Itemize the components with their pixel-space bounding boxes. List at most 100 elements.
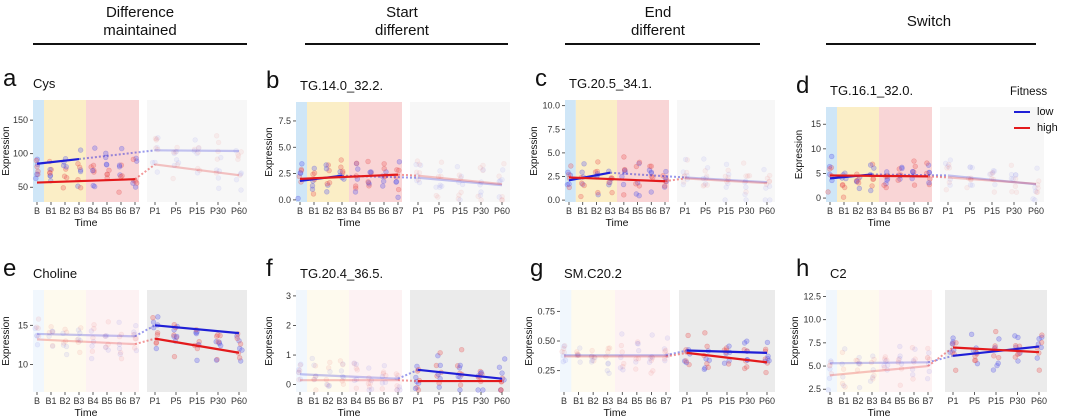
x-tick-label: B4	[880, 206, 891, 216]
y-tick-label: 0.75	[537, 306, 555, 316]
data-point-low	[63, 164, 69, 170]
data-point-high	[132, 336, 138, 342]
data-point-high	[435, 194, 441, 200]
data-point-high	[154, 136, 160, 142]
data-point-high	[235, 151, 241, 158]
data-point-low	[1012, 333, 1018, 339]
x-tick-label: P5	[433, 396, 444, 406]
data-point-high	[414, 384, 420, 391]
data-point-low	[1039, 334, 1045, 341]
data-point-low	[213, 357, 220, 363]
data-point-low	[413, 374, 419, 381]
data-point-low	[881, 362, 887, 369]
data-point-low	[1008, 175, 1015, 182]
data-point-high	[353, 160, 360, 166]
data-point-low	[340, 361, 346, 367]
data-point-high	[46, 329, 53, 336]
trend-line-left-low	[829, 361, 929, 365]
data-point-low	[605, 360, 611, 366]
data-point-high	[1012, 183, 1019, 190]
data-point-high	[681, 179, 687, 185]
data-point-low	[856, 185, 863, 192]
data-point-high	[912, 356, 918, 362]
x-tick-label: B	[827, 396, 833, 406]
x-axis-label: Time	[868, 407, 891, 416]
data-point-high	[911, 359, 917, 365]
data-point-high	[237, 341, 244, 347]
data-point-high	[155, 146, 161, 153]
data-point-low	[355, 166, 361, 172]
data-point-low	[926, 169, 933, 176]
data-point-high	[119, 173, 125, 179]
data-point-low	[635, 341, 641, 347]
data-point-high	[681, 173, 688, 179]
data-point-high	[365, 380, 372, 387]
data-point-high	[173, 334, 180, 341]
data-point-low	[649, 332, 655, 338]
data-point-low	[990, 367, 997, 373]
data-point-low	[743, 184, 749, 190]
data-point-low	[926, 180, 932, 186]
data-point-low	[213, 167, 220, 173]
data-point-high	[116, 189, 122, 195]
data-point-low	[130, 180, 136, 186]
trend-line-right-low	[154, 324, 240, 335]
data-point-high	[742, 365, 748, 372]
x-tick-label: B5	[894, 206, 905, 216]
data-point-low	[947, 176, 953, 183]
data-point-high	[595, 189, 601, 196]
data-point-high	[104, 171, 110, 178]
x-tick-label: B	[297, 206, 303, 216]
data-point-low	[134, 158, 140, 164]
data-point-low	[457, 197, 463, 203]
data-point-high	[591, 358, 597, 364]
phase-band-baseline	[560, 290, 572, 392]
data-point-low	[91, 183, 98, 190]
x-tick-label: P5	[170, 206, 181, 216]
data-point-high	[595, 159, 601, 165]
data-point-high	[48, 166, 54, 173]
data-point-high	[854, 357, 861, 364]
x-tick-label: B	[34, 396, 40, 406]
data-point-low	[154, 144, 160, 151]
data-point-low	[575, 352, 581, 358]
data-point-high	[1033, 189, 1040, 195]
data-point-low	[605, 361, 611, 367]
data-point-low	[995, 360, 1001, 366]
data-point-high	[395, 186, 402, 193]
data-point-low	[967, 164, 973, 170]
data-point-low	[994, 362, 1000, 369]
panel-letter: c	[535, 65, 547, 92]
data-point-low	[295, 195, 301, 202]
x-tick-label: B2	[59, 206, 70, 216]
data-point-low	[579, 169, 585, 175]
y-tick-label: 1	[286, 350, 291, 360]
data-point-low	[173, 157, 180, 163]
panel-letter: f	[266, 255, 273, 282]
data-point-low	[1036, 336, 1042, 342]
data-point-high	[327, 359, 333, 366]
x-tick-label: P60	[494, 396, 510, 406]
data-point-low	[34, 156, 41, 162]
data-point-high	[416, 161, 422, 167]
x-tick-label: P5	[701, 396, 712, 406]
data-point-low	[92, 145, 98, 151]
data-point-high	[365, 179, 371, 185]
trend-line-right-high	[417, 174, 503, 186]
data-point-low	[947, 182, 953, 188]
data-point-low	[435, 353, 441, 359]
data-point-low	[987, 171, 993, 177]
data-point-low	[153, 345, 160, 352]
data-point-low	[103, 161, 110, 167]
data-point-low	[825, 387, 831, 393]
data-point-low	[701, 366, 708, 373]
data-point-high	[840, 181, 846, 188]
data-point-low	[63, 343, 70, 350]
data-point-high	[458, 347, 465, 353]
phase-band-b4-b7	[879, 107, 932, 202]
data-point-high	[458, 175, 464, 181]
x-tick-label: B1	[573, 396, 584, 406]
data-point-low	[133, 155, 139, 161]
data-point-high	[171, 332, 177, 338]
panel-title: Cys	[33, 76, 56, 91]
